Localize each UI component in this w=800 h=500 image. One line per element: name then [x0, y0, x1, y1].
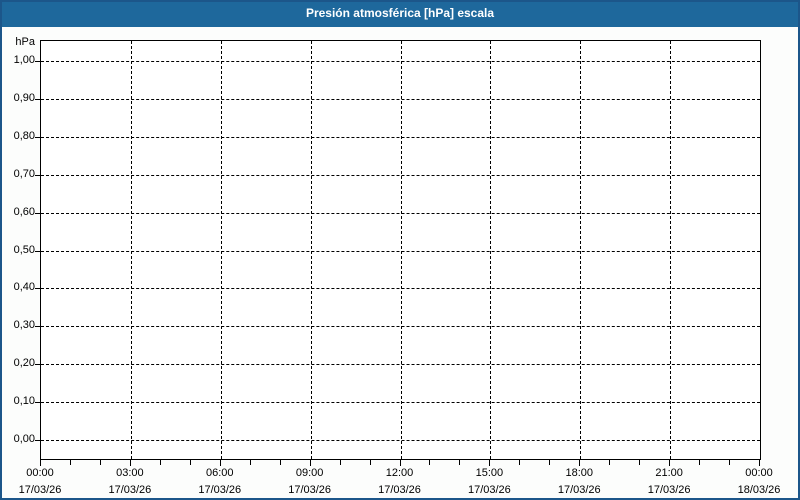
vertical-gridline — [580, 41, 582, 459]
x-axis-time-label: 00:00 — [26, 467, 54, 479]
x-axis-date-label: 17/03/26 — [557, 484, 601, 496]
x-axis-major-tick — [669, 460, 671, 466]
vertical-gridline — [310, 41, 312, 459]
y-axis-tick — [35, 98, 40, 100]
x-axis-minor-tick — [159, 460, 161, 465]
x-axis-time-label: 09:00 — [295, 467, 324, 479]
y-axis-tick-label: 0,80 — [13, 129, 35, 142]
x-axis-minor-tick — [189, 460, 191, 465]
x-axis-time-label: 21:00 — [655, 467, 683, 479]
y-axis-tick — [35, 212, 40, 214]
y-axis-tick — [35, 61, 40, 62]
x-axis-minor-tick — [69, 460, 71, 465]
y-axis-tick-label: 0,60 — [13, 205, 35, 218]
x-axis-minor-tick — [249, 460, 251, 465]
window-title: Presión atmosférica [hPa] escala — [305, 6, 495, 20]
y-axis-tick — [35, 364, 40, 366]
y-axis-tick-label: 0,30 — [13, 319, 35, 332]
x-axis-date-label: 17/03/26 — [467, 484, 511, 496]
window-title-bar[interactable]: Presión atmosférica [hPa] escala — [0, 0, 800, 27]
x-axis-minor-tick — [339, 460, 341, 465]
x-axis-time-label: 12:00 — [385, 467, 414, 479]
y-axis-tick-label: 0,50 — [13, 243, 35, 256]
x-axis-minor-tick — [549, 460, 551, 465]
y-axis-tick — [35, 174, 40, 176]
x-axis-major-tick — [40, 460, 41, 466]
plot-area — [40, 40, 761, 460]
x-axis-date-label: 17/03/26 — [378, 484, 421, 496]
x-axis-major-tick — [129, 460, 131, 466]
x-axis-date-label: 17/03/26 — [647, 484, 691, 496]
x-axis-time-label: 15:00 — [475, 467, 504, 479]
x-axis-time-label: 06:00 — [205, 467, 234, 479]
vertical-gridline — [130, 41, 132, 459]
x-axis-major-tick — [399, 460, 401, 466]
x-axis-date-label: 18/03/26 — [737, 484, 781, 496]
x-axis-minor-tick — [519, 460, 521, 465]
x-axis-minor-tick — [369, 460, 371, 465]
x-axis-minor-tick — [609, 460, 611, 465]
y-axis-tick — [35, 402, 40, 404]
y-axis-tick-label: 0,40 — [13, 281, 35, 294]
x-axis-major-tick — [759, 460, 760, 466]
x-axis-time-label: 03:00 — [116, 467, 144, 479]
x-axis-date-label: 17/03/26 — [108, 484, 152, 496]
y-axis-tick-label: 0,90 — [13, 91, 35, 104]
y-axis-tick — [35, 250, 40, 252]
y-axis-tick — [35, 440, 40, 441]
vertical-gridline — [490, 41, 492, 459]
vertical-gridline — [400, 41, 402, 459]
x-axis-minor-tick — [729, 460, 731, 465]
x-axis-minor-tick — [459, 460, 461, 465]
x-axis-minor-tick — [279, 460, 281, 465]
y-axis-tick — [35, 136, 40, 138]
x-axis-date-label: 17/03/26 — [18, 484, 62, 496]
y-axis-tick — [35, 288, 40, 290]
x-axis-date-label: 17/03/26 — [198, 484, 242, 496]
x-axis-major-tick — [309, 460, 311, 466]
x-axis-minor-tick — [429, 460, 431, 465]
vertical-gridline — [670, 41, 672, 459]
x-axis-time-label: 18:00 — [565, 467, 594, 479]
y-axis-tick-label: 0,10 — [13, 395, 35, 408]
x-axis-time-label: 00:00 — [745, 467, 773, 479]
vertical-gridline — [220, 41, 222, 459]
y-axis-tick-label: 1,00 — [13, 54, 35, 66]
x-axis-minor-tick — [699, 460, 701, 465]
y-axis-tick-label: 0,70 — [13, 167, 35, 180]
x-axis-minor-tick — [99, 460, 101, 465]
x-axis-major-tick — [489, 460, 491, 466]
x-axis-date-label: 17/03/26 — [288, 484, 332, 496]
x-axis-major-tick — [219, 460, 221, 466]
x-axis-minor-tick — [639, 460, 641, 465]
y-axis-unit-label: hPa — [15, 36, 35, 48]
x-axis-major-tick — [579, 460, 581, 466]
y-axis-tick-label: 0,00 — [13, 433, 35, 445]
y-axis-tick-label: 0,20 — [13, 357, 35, 370]
y-axis-tick — [35, 326, 40, 328]
